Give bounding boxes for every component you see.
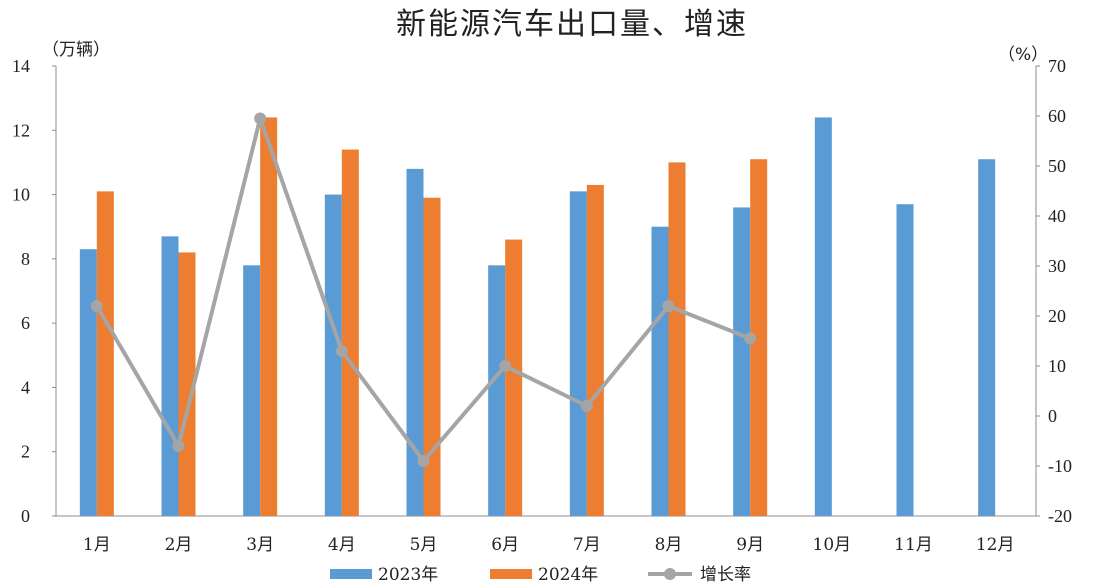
legend-label: 增长率 xyxy=(700,565,751,585)
x-tick-label: 7月 xyxy=(573,535,601,555)
left-tick-label: 4 xyxy=(21,377,30,397)
left-tick-label: 8 xyxy=(21,249,30,269)
right-tick-label: 50 xyxy=(1048,156,1066,176)
tick-labels-layer: 0 2 4 6 8 10 12 14 -20 -10 0 10 20 30 40 50 60 70 1月 2月 3月 4月… xyxy=(12,56,1072,555)
legend-swatch-marker xyxy=(664,568,676,580)
x-tick-label: 10月 xyxy=(813,535,852,555)
bar-2023年 xyxy=(161,236,179,516)
bars-layer xyxy=(79,117,996,517)
left-tick-label: 10 xyxy=(12,185,30,205)
x-tick-label: 9月 xyxy=(736,535,764,555)
bar-2023年 xyxy=(569,191,587,516)
x-tick-label: 5月 xyxy=(410,535,438,555)
left-axis-unit: （万辆） xyxy=(42,40,110,60)
growth-rate-point xyxy=(662,300,675,312)
left-tick-label: 12 xyxy=(12,120,30,140)
bar-2023年 xyxy=(79,249,97,516)
axes-layer xyxy=(52,65,1040,517)
bar-2023年 xyxy=(651,226,669,516)
growth-rate-point xyxy=(580,400,593,412)
x-tick-label: 4月 xyxy=(328,535,356,555)
bar-2024年 xyxy=(423,197,441,517)
growth-line-layer xyxy=(90,112,757,467)
right-tick-label: 0 xyxy=(1048,406,1057,426)
growth-rate-point xyxy=(254,112,267,125)
growth-rate-point xyxy=(172,440,185,452)
bar-2023年 xyxy=(814,117,832,516)
x-tick-label: 6月 xyxy=(491,535,519,555)
bar-2023年 xyxy=(978,159,996,516)
right-tick-label: 70 xyxy=(1048,56,1066,76)
growth-rate-point xyxy=(744,332,757,345)
legend-swatch-2023年 xyxy=(330,569,372,579)
legend-label: 2024年 xyxy=(538,565,598,585)
bar-2024年 xyxy=(96,191,114,516)
right-tick-label: -20 xyxy=(1048,506,1072,526)
bar-2023年 xyxy=(733,207,751,516)
left-tick-label: 6 xyxy=(21,313,30,333)
bar-2023年 xyxy=(488,265,506,516)
right-axis-unit: （%） xyxy=(998,45,1048,65)
left-tick-label: 2 xyxy=(21,442,30,462)
bar-2023年 xyxy=(406,168,424,516)
growth-rate-point xyxy=(335,345,348,357)
legend-swatch-2024年 xyxy=(490,569,532,579)
right-tick-label: -10 xyxy=(1048,456,1072,476)
x-tick-label: 1月 xyxy=(83,535,111,555)
right-tick-label: 10 xyxy=(1048,356,1066,376)
bar-2024年 xyxy=(505,239,523,517)
right-tick-label: 60 xyxy=(1048,106,1066,126)
x-tick-label: 12月 xyxy=(976,535,1015,555)
chart-title: 新能源汽车出口量、增速 xyxy=(396,7,748,42)
legend-label: 2023年 xyxy=(378,565,438,585)
x-tick-label: 11月 xyxy=(894,535,933,555)
x-tick-label: 8月 xyxy=(655,535,683,555)
bar-2024年 xyxy=(260,117,278,516)
left-tick-label: 0 xyxy=(21,506,30,526)
growth-rate-point xyxy=(499,360,512,372)
bar-2024年 xyxy=(668,162,686,516)
left-tick-label: 14 xyxy=(12,56,30,76)
right-tick-label: 20 xyxy=(1048,306,1066,326)
growth-rate-point xyxy=(90,300,103,312)
bar-2023年 xyxy=(324,194,342,517)
growth-rate-point xyxy=(417,455,430,467)
bar-2024年 xyxy=(586,184,604,516)
x-tick-label: 2月 xyxy=(165,535,193,555)
bar-2023年 xyxy=(243,265,261,516)
right-tick-label: 40 xyxy=(1048,206,1066,226)
right-tick-label: 30 xyxy=(1048,256,1066,276)
bar-2024年 xyxy=(341,149,359,517)
bar-2024年 xyxy=(750,159,768,516)
legend: 2023年 2024年 增长率 xyxy=(330,565,751,585)
x-tick-label: 3月 xyxy=(246,535,274,555)
bar-2023年 xyxy=(896,204,914,516)
